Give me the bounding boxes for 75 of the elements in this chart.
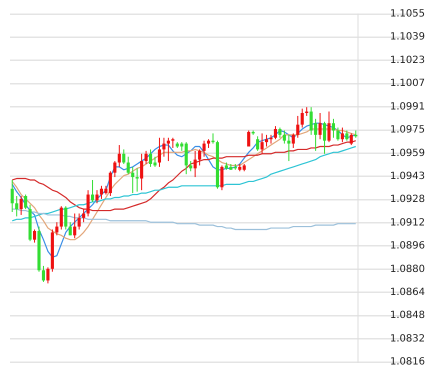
candlestick (78, 212, 81, 230)
candlestick (42, 265, 46, 282)
y-tick-label: 1.0928 (390, 194, 425, 206)
candlestick (90, 179, 94, 202)
candlestick (256, 136, 260, 152)
candlestick (340, 127, 344, 143)
candlestick (220, 164, 224, 191)
y-tick-label: 1.0991 (390, 101, 425, 112)
candlestick (171, 137, 174, 148)
y-tick-label: 1.0912 (390, 217, 425, 228)
candlestick (20, 196, 23, 216)
candlestick (158, 137, 162, 168)
y-tick-label: 1.0943 (390, 170, 425, 182)
candlestick (136, 168, 139, 192)
candlestick (278, 127, 282, 138)
candlestick (153, 156, 157, 168)
candlestick (68, 222, 72, 236)
candlestick (350, 132, 353, 146)
candlestick (60, 206, 63, 230)
y-tick-label: 1.1055 (390, 8, 425, 20)
candlestick (118, 144, 121, 168)
candlestick (82, 208, 86, 223)
candlestick (264, 134, 268, 147)
candlestick (322, 121, 326, 154)
y-tick-label: 1.1007 (390, 78, 425, 90)
candlestick (24, 194, 28, 210)
y-tick-label: 1.0880 (390, 264, 425, 275)
candlestick (108, 170, 112, 197)
candlestick (198, 148, 202, 166)
candlestick (100, 185, 104, 200)
candlestick (274, 126, 278, 140)
candlestick (202, 140, 206, 158)
candlestick (318, 112, 322, 140)
candlestick (122, 148, 126, 164)
candlestick (144, 150, 148, 164)
candlestick (327, 111, 331, 143)
candlestick (260, 132, 264, 154)
candlestick (282, 130, 286, 144)
y-tick-label: 1.1023 (390, 55, 425, 66)
y-tick-label: 1.0975 (390, 124, 425, 136)
candlestick (113, 160, 116, 178)
candlestick (46, 266, 50, 284)
y-tick-label: 1.0959 (390, 148, 425, 159)
candlestick (296, 115, 300, 138)
y-tick-label: 1.0896 (390, 240, 425, 252)
y-tick-label: 1.1039 (390, 32, 425, 43)
candlestick (32, 229, 36, 244)
candlestick (162, 137, 166, 158)
candlestick (15, 196, 18, 217)
y-tick-label: 1.0816 (390, 356, 425, 368)
candlestick (73, 212, 76, 239)
candlestick (131, 166, 134, 194)
candlestick (292, 132, 295, 148)
candlestick (64, 206, 68, 230)
candlestick (166, 137, 170, 162)
candlestick (211, 132, 215, 144)
candlestick (194, 150, 197, 178)
y-tick-label: 1.0832 (390, 333, 425, 344)
candlestick (247, 130, 250, 147)
candlestick (140, 153, 144, 191)
candlestick (148, 148, 152, 168)
candlestick (189, 160, 192, 172)
candlestick (95, 190, 99, 204)
candlestick (310, 106, 313, 136)
candlestick (300, 108, 304, 128)
candlestick (345, 130, 348, 142)
candlestick (332, 118, 336, 138)
y-tick-label: 1.0848 (390, 310, 425, 322)
candlestick (10, 179, 14, 213)
y-tick-label: 1.0864 (390, 286, 425, 298)
candlestick (126, 156, 130, 175)
candlestick (86, 190, 90, 217)
candlestick (336, 127, 340, 142)
candlestick (55, 222, 58, 236)
candlestick (287, 134, 290, 162)
